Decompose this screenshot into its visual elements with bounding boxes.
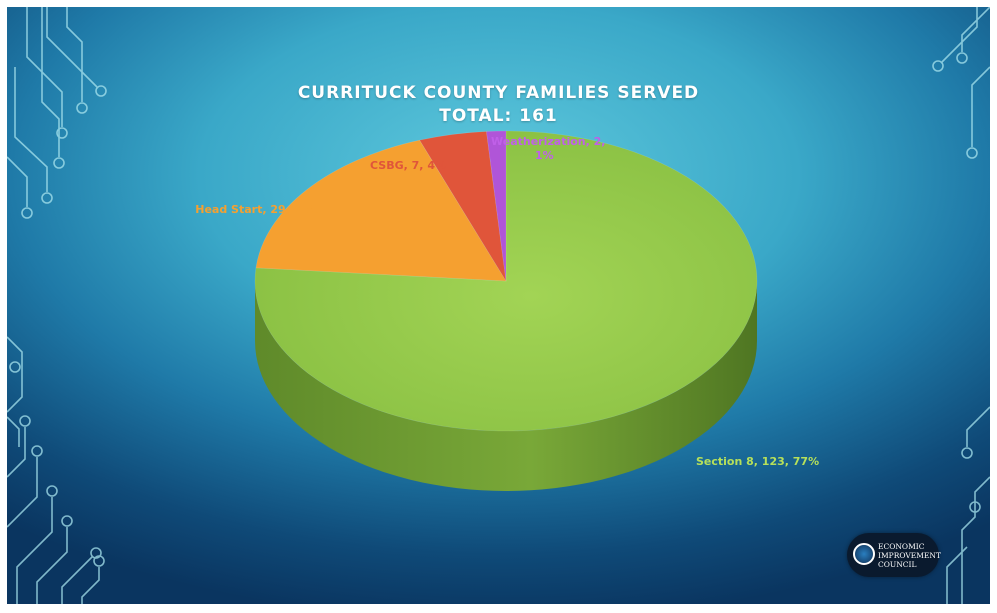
chart-title: CURRITUCK COUNTY FAMILIES SERVED: [297, 83, 700, 103]
chart-subtitle: TOTAL: 161: [439, 106, 558, 126]
data-label-csbg: CSBG, 7, 4%: [370, 159, 446, 172]
pie-slice-csbg: [419, 131, 507, 282]
pie-slice-weatherization: [486, 130, 507, 282]
council-seal-icon: [853, 543, 875, 565]
logo-line-3: COUNCIL: [878, 560, 917, 569]
pie-slice-head-start: [255, 139, 507, 282]
logo-line-2: IMPROVEMENT: [878, 551, 941, 560]
logo-line-1: ECONOMIC: [878, 542, 925, 551]
data-label-head-start: Head Start, 29, 18%: [195, 203, 320, 216]
circuit-decoration: [7, 7, 990, 604]
pie-chart: Section 8, 123, 77% Head Start, 29, 18% CS…: [195, 130, 819, 491]
slide-background: CURRITUCK COUNTY FAMILIES SERVED TOTAL: …: [7, 7, 990, 604]
data-label-weatherization: Weatherization, 2, 1%: [491, 135, 605, 162]
data-label-section-8: Section 8, 123, 77%: [696, 455, 819, 468]
economic-improvement-council-logo: ECONOMIC IMPROVEMENT COUNCIL: [847, 533, 941, 577]
pie-side-section-8: [255, 281, 757, 491]
pie-slice-section-8: [254, 130, 758, 432]
